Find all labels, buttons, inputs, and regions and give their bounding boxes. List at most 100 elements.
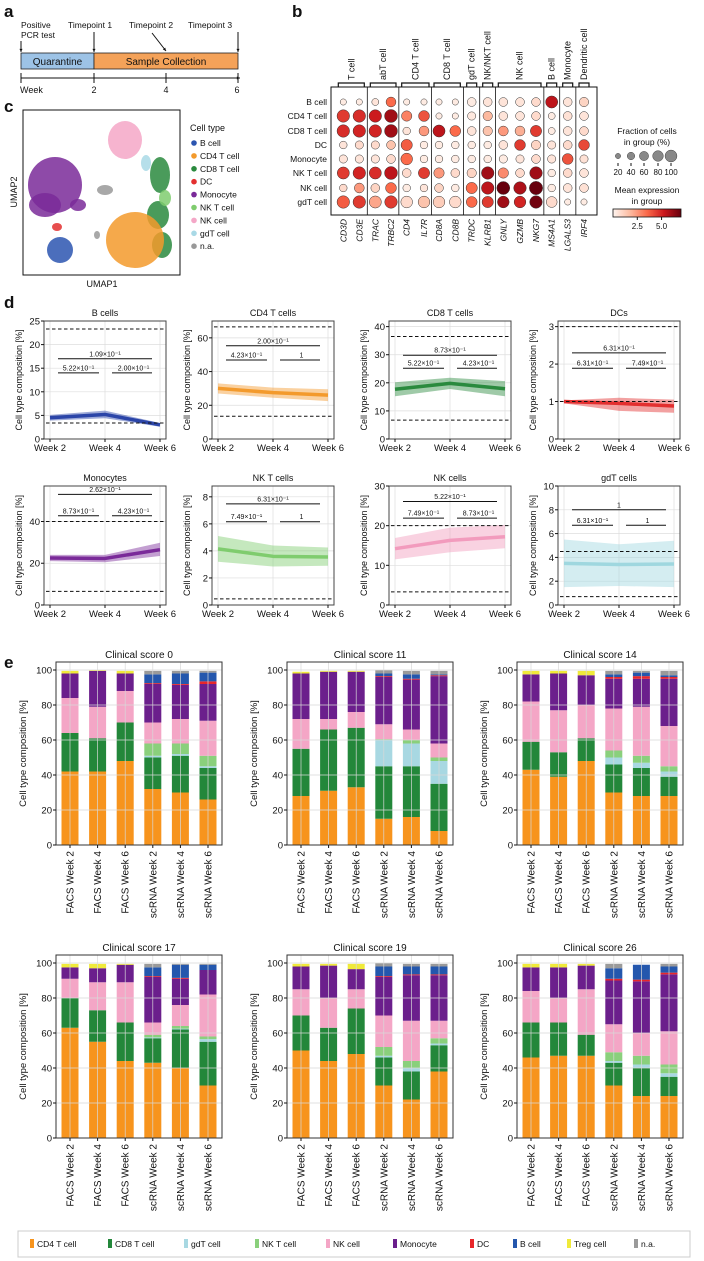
x-tick-label: Week 2 <box>379 609 411 620</box>
umap-cluster-nk-t-cell <box>159 190 171 206</box>
group-label: NK cell <box>515 51 525 80</box>
dot <box>419 183 429 193</box>
plot-frame <box>286 661 454 846</box>
y-tick-label: 0 <box>47 1134 52 1145</box>
x-tick-label: FACS Week 4 <box>324 851 335 914</box>
y-tick-label: 2 <box>549 360 554 371</box>
dot <box>449 195 462 209</box>
dot <box>579 168 589 178</box>
x-tick-label: FACS Week 4 <box>93 851 104 914</box>
p-value: 2.00×10⁻¹ <box>257 338 289 345</box>
x-axis-label: UMAP1 <box>86 279 117 289</box>
x-tick-label: FACS Week 6 <box>352 851 363 914</box>
dot <box>563 111 573 121</box>
legend-item: CD8 T cell <box>115 1239 154 1249</box>
dot <box>417 195 431 209</box>
dot <box>514 139 526 151</box>
x-tick-label: FACS Week 6 <box>121 851 132 914</box>
size-legend-title: Fraction of cells <box>617 126 677 136</box>
mean-line <box>49 412 161 427</box>
y-tick-label: 4 <box>203 546 208 557</box>
row-label: CD4 T cell <box>288 111 327 121</box>
dot <box>530 125 542 137</box>
dot <box>497 167 509 179</box>
x-tick-label: Week 4 <box>603 443 635 454</box>
x-tick-label: scRNA Week 4 <box>637 1144 648 1211</box>
dot <box>498 111 508 121</box>
y-axis-label: UMAP2 <box>9 176 19 207</box>
dot <box>467 154 476 164</box>
group-bracket <box>369 82 397 87</box>
x-tick-label: Week 6 <box>489 609 521 620</box>
x-tick-label: FACS Week 6 <box>582 1144 593 1207</box>
group-bracket <box>337 82 365 87</box>
x-tick-label: Week 4 <box>434 443 466 454</box>
dot <box>400 139 413 151</box>
dot <box>531 97 541 107</box>
dot <box>400 195 413 209</box>
x-tick-label: Week 6 <box>658 609 690 620</box>
dot <box>547 140 557 150</box>
x-tick-label: FACS Week 2 <box>66 851 77 914</box>
legend-item: DC <box>200 177 212 187</box>
dot <box>339 183 348 193</box>
dot <box>370 140 380 150</box>
dot <box>482 126 493 136</box>
y-tick-label: 20 <box>502 806 513 817</box>
dot <box>432 124 446 138</box>
legend-marker <box>191 191 197 198</box>
y-tick-label: 10 <box>374 561 385 572</box>
y-tick-label: 5 <box>35 411 40 422</box>
panel-title: DCs <box>610 308 628 318</box>
p-value: 5.22×10⁻¹ <box>63 365 95 372</box>
y-tick-label: 2 <box>549 577 554 588</box>
dot <box>498 154 508 164</box>
dot <box>434 154 444 164</box>
p-value: 5.22×10⁻¹ <box>434 494 466 501</box>
p-value: 7.49×10⁻¹ <box>231 514 263 521</box>
event-label: Timepoint 3 <box>188 20 232 30</box>
x-tick-label: Week 6 <box>312 609 344 620</box>
dot <box>339 140 348 150</box>
line-panel-nk-t-cells: 6.31×10⁻¹ 7.49×10⁻¹ 1 0 2 4 6 8 Week 2 Week 4 Week… <box>182 473 344 620</box>
dot <box>578 139 590 151</box>
size-legend-dot <box>615 153 621 159</box>
x-tick-label: scRNA Week 4 <box>407 1144 418 1211</box>
umap-cluster-nk-cell <box>108 121 142 159</box>
dot <box>451 183 460 193</box>
dot <box>339 98 347 106</box>
dot <box>546 196 558 208</box>
y-tick-label: 6 <box>549 529 554 540</box>
row-label: Monocyte <box>290 154 327 164</box>
dot <box>451 140 460 150</box>
legend-item: gdT cell <box>191 1239 221 1249</box>
dot <box>467 126 477 136</box>
group-bracket <box>562 82 574 87</box>
y-tick-label: 40 <box>272 1064 283 1075</box>
y-tick-label: 60 <box>502 1029 513 1040</box>
phase-label: Sample Collection <box>126 57 207 68</box>
dot <box>579 154 589 164</box>
group-bracket <box>466 82 478 87</box>
tick-label: 6 <box>234 85 239 95</box>
y-tick-label: 15 <box>29 364 40 375</box>
tick-label: 4 <box>163 85 168 95</box>
dot <box>482 111 493 121</box>
y-tick-label: 4 <box>549 553 554 564</box>
y-tick-label: 20 <box>374 521 385 532</box>
panel-label-c: c <box>4 97 13 116</box>
y-tick-label: 10 <box>374 406 385 417</box>
y-axis-label: Cell type composition [%] <box>359 329 369 430</box>
dot <box>497 195 510 209</box>
gene-label: CD8A <box>434 219 444 242</box>
p-value: 6.31×10⁻¹ <box>577 518 609 525</box>
x-tick-label: Week 2 <box>379 443 411 454</box>
dot <box>483 97 493 107</box>
dot <box>368 166 382 180</box>
row-label: NK cell <box>300 183 327 193</box>
event-label: Positive <box>21 20 51 30</box>
y-tick-label: 0 <box>47 841 52 852</box>
legend-item: NK cell <box>333 1239 360 1249</box>
umap-cluster-cd8-t-cell <box>150 157 170 193</box>
